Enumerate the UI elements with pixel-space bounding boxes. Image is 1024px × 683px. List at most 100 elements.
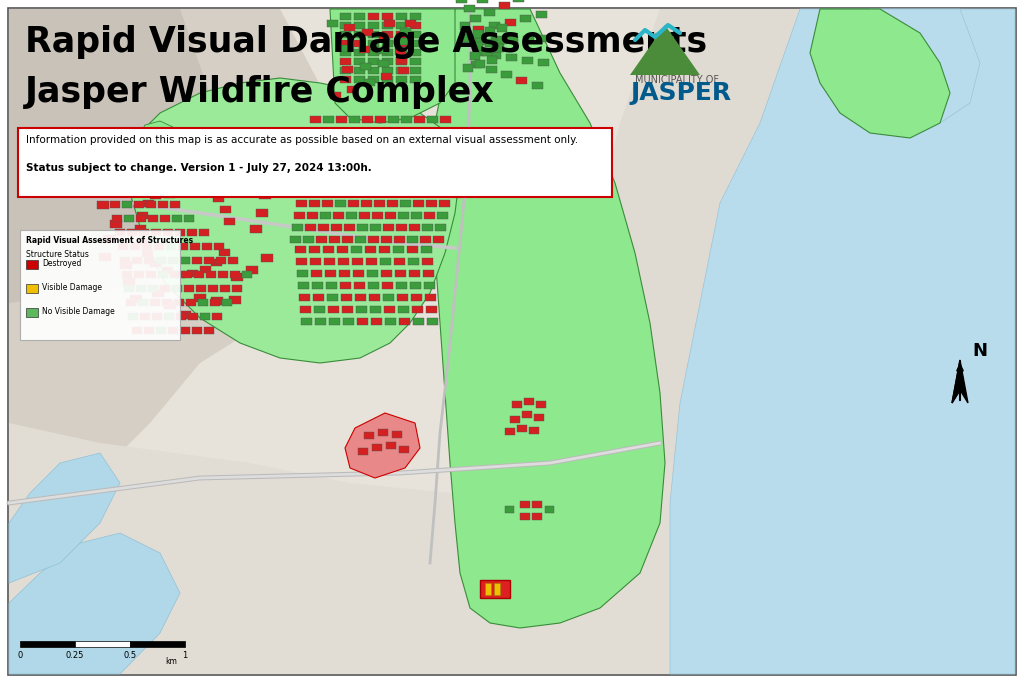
Text: Visible Damage: Visible Damage (42, 283, 102, 292)
Bar (132, 257, 142, 264)
Bar (366, 258, 377, 265)
Bar (400, 28, 411, 36)
Bar (388, 116, 399, 123)
Text: Information provided on this map is as accurate as possible based on an external: Information provided on this map is as a… (26, 135, 579, 145)
Bar (381, 270, 392, 277)
Bar (341, 294, 352, 301)
Bar (545, 506, 554, 513)
Bar (421, 152, 432, 159)
Bar (474, 49, 485, 56)
Bar (348, 200, 359, 207)
Bar (124, 215, 134, 222)
Bar (517, 425, 527, 432)
Bar (316, 236, 327, 243)
Bar (365, 176, 376, 183)
Bar (439, 200, 450, 207)
Bar (160, 165, 171, 172)
Bar (322, 200, 333, 207)
Bar (473, 30, 483, 38)
Bar (382, 22, 393, 29)
Bar (319, 140, 330, 147)
Bar (345, 140, 356, 147)
Bar (290, 236, 301, 243)
Bar (312, 282, 323, 289)
Bar (382, 76, 393, 83)
Bar (360, 63, 371, 70)
Bar (371, 318, 382, 325)
Bar (482, 48, 492, 56)
Bar (423, 270, 434, 277)
Bar (417, 176, 428, 183)
Bar (378, 429, 388, 436)
Bar (370, 306, 381, 313)
Bar (259, 191, 271, 199)
Bar (382, 31, 393, 38)
Bar (463, 64, 473, 72)
Bar (396, 58, 407, 65)
Bar (323, 116, 334, 123)
Text: Rapid Visual Assessment of Structures: Rapid Visual Assessment of Structures (26, 236, 194, 245)
Bar (389, 188, 400, 195)
Bar (505, 19, 515, 26)
Bar (148, 180, 159, 187)
Bar (172, 215, 182, 222)
Bar (393, 164, 404, 171)
Text: N: N (972, 342, 987, 360)
Bar (407, 246, 418, 253)
Bar (160, 215, 170, 222)
Polygon shape (670, 9, 1015, 674)
Bar (238, 184, 249, 193)
Bar (111, 189, 123, 197)
Bar (395, 48, 407, 55)
Bar (318, 224, 329, 231)
Bar (505, 506, 514, 513)
Bar (430, 176, 441, 183)
Bar (158, 271, 168, 278)
Bar (214, 243, 224, 250)
Bar (193, 257, 202, 264)
Text: MUNICIPALITY OF: MUNICIPALITY OF (635, 75, 719, 85)
Bar (111, 220, 122, 228)
Bar (136, 238, 147, 245)
Bar (425, 294, 436, 301)
Bar (172, 285, 182, 292)
Bar (406, 20, 416, 27)
Bar (354, 164, 365, 171)
Bar (480, 580, 510, 598)
Bar (340, 13, 351, 20)
Bar (411, 212, 422, 219)
Bar (202, 187, 213, 194)
Bar (396, 224, 407, 231)
Bar (300, 306, 311, 313)
Bar (382, 58, 393, 65)
Bar (369, 152, 380, 159)
Bar (368, 58, 379, 65)
Bar (399, 128, 410, 135)
Bar (352, 176, 362, 183)
Bar (398, 306, 409, 313)
Bar (326, 176, 337, 183)
Bar (143, 200, 155, 207)
Bar (321, 128, 332, 135)
Bar (427, 116, 438, 123)
Bar (410, 67, 421, 74)
Bar (435, 224, 446, 231)
Bar (410, 76, 421, 83)
Bar (368, 282, 379, 289)
Bar (484, 9, 496, 16)
Bar (134, 271, 144, 278)
Bar (145, 156, 156, 163)
Bar (142, 250, 153, 257)
Bar (510, 416, 520, 423)
Bar (531, 83, 543, 89)
Bar (346, 212, 357, 219)
Bar (400, 200, 411, 207)
Bar (397, 140, 408, 147)
Bar (331, 92, 341, 99)
Bar (396, 49, 407, 56)
Bar (256, 209, 268, 217)
Bar (354, 13, 365, 20)
Bar (408, 152, 419, 159)
Bar (426, 306, 437, 313)
Bar (410, 40, 421, 47)
